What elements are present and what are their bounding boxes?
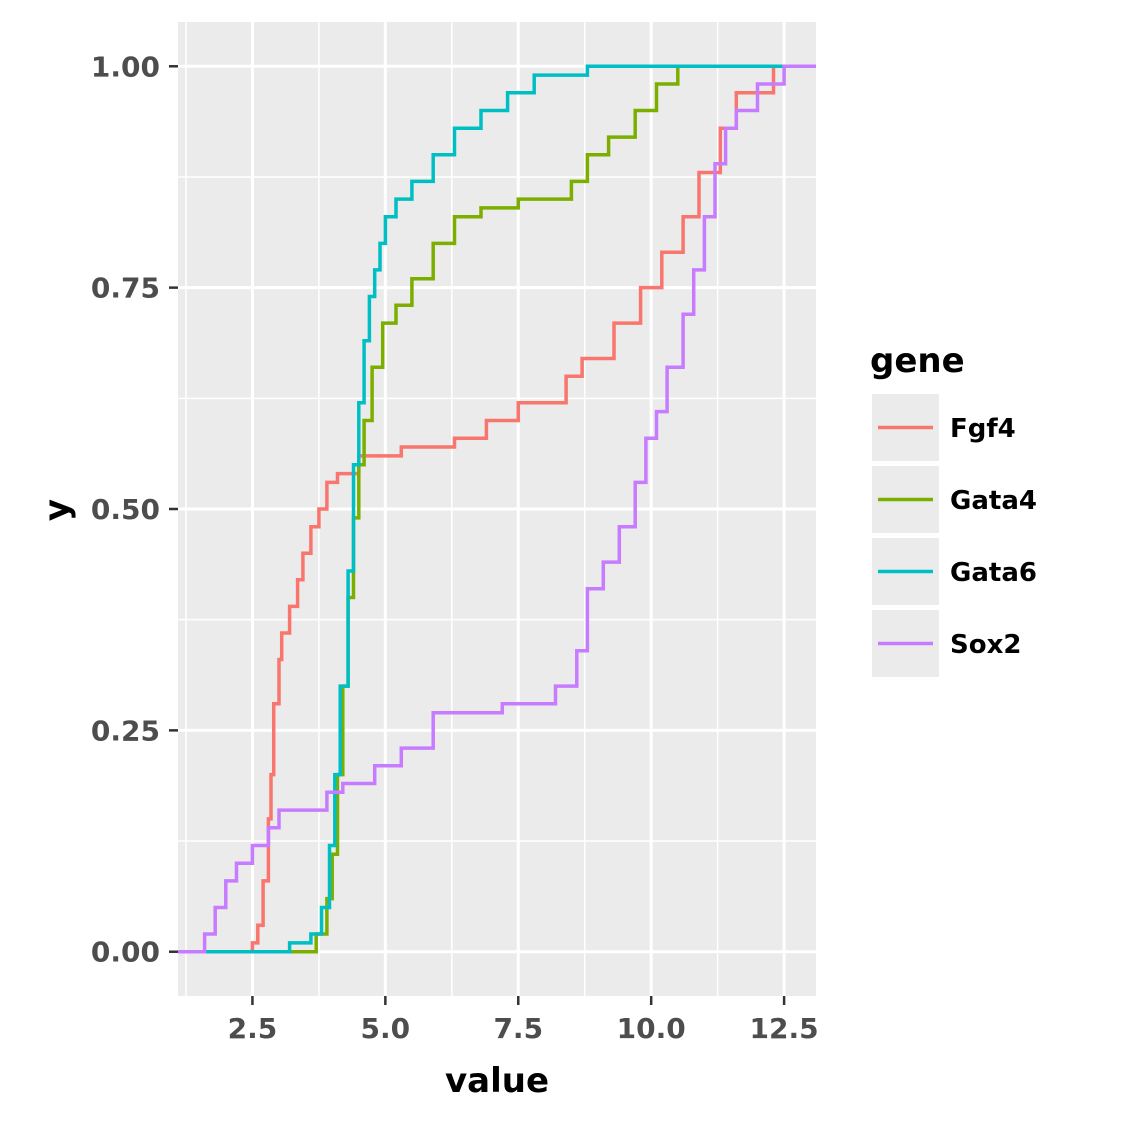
y-tick-label: 0.75 [91, 272, 160, 305]
legend-title: gene [870, 341, 965, 381]
x-tick-label: 12.5 [750, 1012, 819, 1045]
x-tick-label: 5.0 [361, 1012, 411, 1045]
y-tick-label: 0.25 [91, 714, 160, 747]
legend: gene Fgf4 Gata4 Gata6 Sox2 [870, 341, 1037, 677]
legend-label-gata6: Gata6 [950, 558, 1037, 588]
legend-label-fgf4: Fgf4 [950, 414, 1016, 444]
series-layer [178, 64, 816, 954]
y-tick-label: 0.50 [91, 493, 160, 526]
axis-ticks [169, 65, 786, 1005]
x-axis-title: value [445, 1061, 549, 1101]
x-tick-labels: 2.5 5.0 7.5 10.0 12.5 [228, 1012, 819, 1045]
legend-label-gata4: Gata4 [950, 486, 1037, 516]
y-axis-title: y [37, 499, 77, 521]
x-tick-label: 10.0 [617, 1012, 686, 1045]
series-line-gata4 [178, 64, 816, 954]
series-line-fgf4 [178, 64, 816, 954]
series-line-gata6 [178, 64, 816, 954]
legend-label-sox2: Sox2 [950, 630, 1021, 660]
y-tick-labels: 0.00 0.25 0.50 0.75 1.00 [91, 50, 160, 968]
y-tick-label: 1.00 [91, 50, 160, 83]
y-tick-label: 0.00 [91, 936, 160, 969]
series-line-sox2 [178, 64, 816, 954]
x-tick-label: 2.5 [228, 1012, 278, 1045]
x-tick-label: 7.5 [493, 1012, 543, 1045]
